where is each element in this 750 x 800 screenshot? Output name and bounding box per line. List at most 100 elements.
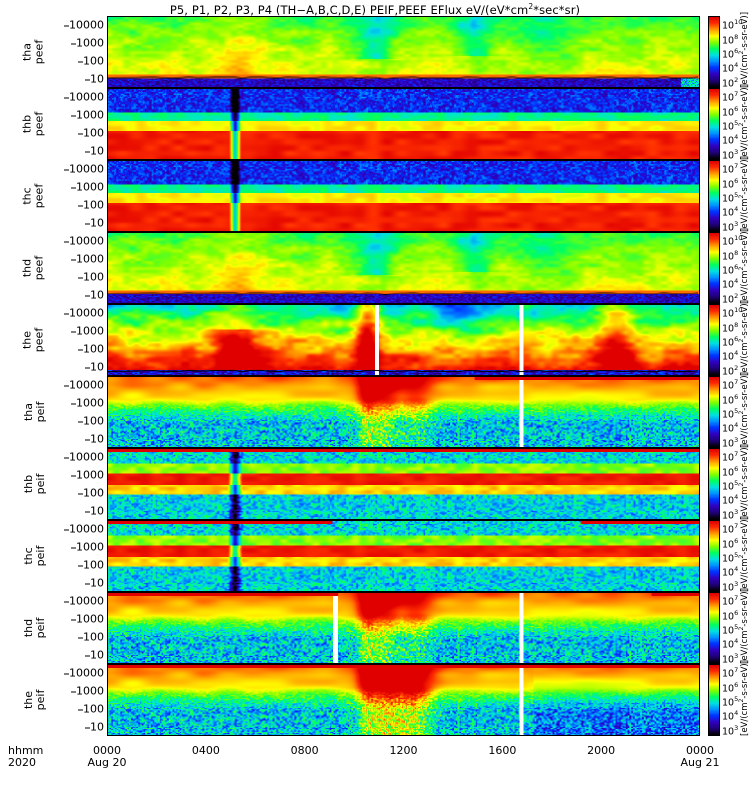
y-tick-mark [71,187,76,188]
y-tick-mark [71,619,76,620]
colorbar-gradient [709,89,719,159]
y-tick-mark [71,43,76,44]
y-tick-label: 10000 [64,452,104,463]
colorbar-unit-text: [eV/(cm2-s-sr-eV)] [738,227,750,304]
spectrogram-canvas [108,665,699,735]
spectrogram-canvas-holder [108,593,699,663]
y-tick-label: 1000 [71,254,104,265]
y-tick-mark [64,169,69,170]
panel-plot-area [107,16,700,88]
colorbar-unit-text: [eV/(cm2-s-sr-eV)] [738,11,750,88]
colorbar-tick-label: 103 [722,219,739,234]
colorbar-gradient [709,161,719,231]
y-tick-label: 10000 [64,308,104,319]
colorbar-tha-peif [708,376,720,448]
y-axis-ticks: 10000 1000 100 10 [46,376,104,448]
colorbar-gradient [709,593,719,663]
colorbar-tick-label: 104 [722,421,739,435]
colorbar-tha-peef [708,16,720,88]
y-tick-mark [78,205,83,206]
colorbar-tick-label: 105 [722,551,739,565]
colorbar-gradient [709,449,719,519]
colorbar-tick-label: 103 [722,579,739,594]
panel-label-product: peef [31,39,45,65]
panel-label: thb peif [22,473,47,496]
spectrogram-canvas-holder [108,449,699,519]
x-axis: 0000 Aug 20 0400 0800 1200 1600 2000 0000 Aug 21 [88,745,720,785]
x-tick-date: Aug 21 [680,756,720,769]
y-tick-label: 1000 [71,110,104,121]
spectrogram-canvas-holder [108,89,699,159]
panel-label-product: peif [33,617,47,639]
colorbar-unit-label: [eV/(cm2-s-sr-eV)] [737,660,750,749]
y-tick-label: 100 [78,344,104,355]
colorbar-unit-text: [eV/(cm2-s-sr-eV)] [738,659,750,736]
panel-plot-area [107,304,700,376]
spectrogram-canvas [108,449,699,519]
y-tick-mark [85,151,90,152]
y-tick-label: 100 [78,488,104,499]
panel-thc-peef: 10000 1000 100 10 thc peef [20,160,700,232]
y-tick-mark [64,601,69,602]
y-tick-label: 10000 [64,596,104,607]
x-tick: 0000 Aug 20 [88,745,127,769]
colorbar-unit-text: [eV/(cm2-s-sr-eV)] [738,587,750,664]
x-axis-year-label: 2020 [8,756,36,769]
colorbar-tick-label: 106 [722,263,739,277]
panel-label-text: the peef [20,328,45,352]
panel-label: thc peif [22,545,47,568]
spectrogram-canvas [108,377,699,447]
spectrogram-canvas [108,17,699,87]
y-tick-mark [85,727,90,728]
panel-label-product: peef [31,183,45,209]
y-tick-mark [71,475,76,476]
colorbar-tick-label: 105 [722,479,739,493]
panel-label: thc peef [20,183,45,209]
panel-plot-area [107,520,700,592]
colorbar-tick-label: 102 [722,291,739,306]
y-tick-mark [78,61,83,62]
y-tick-mark [85,439,90,440]
spectrogram-canvas [108,305,699,375]
y-tick-mark [78,277,83,278]
x-tick: 0400 [192,745,220,757]
panel-label-probe: the [20,330,34,350]
colorbar-tick-label: 108 [722,320,739,334]
panel-label: thd peef [20,255,45,281]
colorbar-tick-label: 1010 [722,306,743,320]
y-tick-label: 10 [85,650,104,661]
colorbar-unit-text: [eV/(cm2-s-sr-eV)] [738,371,750,448]
y-tick-label: 10000 [64,380,104,391]
panel-label-product: peif [33,401,47,423]
colorbar-tick-label: 104 [722,61,739,75]
colorbar-tick-label: 106 [722,104,739,118]
colorbar-gradient [709,377,719,447]
colorbar-tick-label: 1010 [722,234,743,248]
y-tick-mark [71,547,76,548]
panel-label-product: peef [31,255,45,281]
title-text-after: *sec*sr) [533,2,581,17]
y-tick-label: 100 [78,704,104,715]
y-tick-label: 10 [85,506,104,517]
y-tick-mark [64,385,69,386]
panel-plot-area [107,160,700,232]
y-tick-label: 10000 [64,20,104,31]
panel-label-probe: thd [20,258,34,278]
spectrogram-canvas [108,89,699,159]
y-tick-label: 10000 [64,92,104,103]
panel-plot-area [107,664,700,736]
y-tick-mark [78,709,83,710]
colorbar-tick-label: 107 [722,666,739,680]
panel-the-peif: 10000 1000 100 10 the peif [22,664,700,736]
colorbar-gradient [709,665,719,735]
colorbar-gradient [709,305,719,375]
spectrogram-canvas [108,521,699,591]
y-tick-label: 100 [78,200,104,211]
colorbar-tick-label: 107 [722,162,739,176]
colorbar-tick-label: 107 [722,522,739,536]
colorbar-tick-label: 106 [722,176,739,190]
y-axis-ticks: 10000 1000 100 10 [46,232,104,304]
panel-plot-area [107,232,700,304]
colorbar-tick-label: 104 [722,133,739,147]
